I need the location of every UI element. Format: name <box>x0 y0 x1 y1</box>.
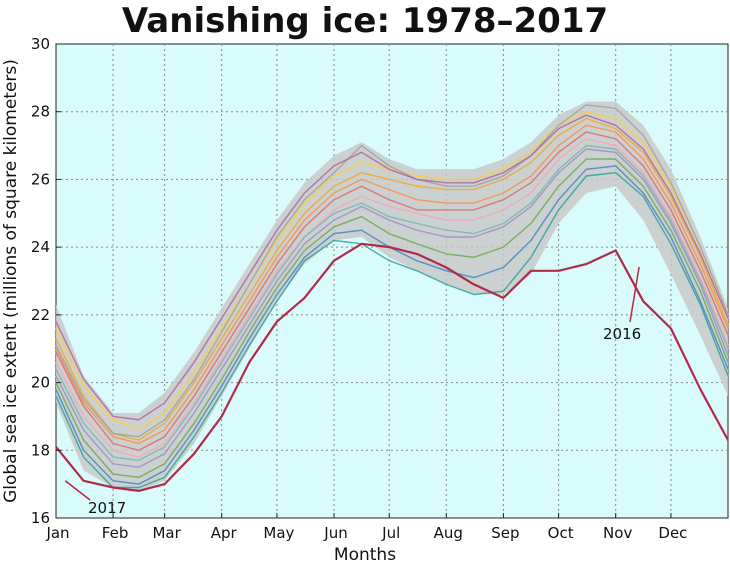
y-tick-label: 24 <box>31 238 50 256</box>
series-line <box>55 138 729 458</box>
series-lines <box>55 104 729 492</box>
series-line <box>55 158 729 479</box>
series-line <box>55 131 729 451</box>
chart-title: Vanishing ice: 1978–2017 <box>122 1 608 41</box>
y-axis-label: Global sea ice extent (millions of squar… <box>1 59 21 503</box>
series-line <box>55 104 729 438</box>
x-tick-label: Jul <box>381 524 400 542</box>
x-tick-label: Sep <box>491 524 519 542</box>
x-tick-label: Jun <box>323 524 347 542</box>
series-line <box>55 144 729 462</box>
x-tick-label: Aug <box>434 524 463 542</box>
y-tick-label: 26 <box>31 170 50 188</box>
y-tick-label: 18 <box>31 441 50 459</box>
annotation-leader-2017 <box>64 480 91 501</box>
series-line <box>55 171 729 489</box>
x-tick-label: Dec <box>658 524 687 542</box>
x-tick-label: Oct <box>548 524 574 542</box>
annotations: 2017 2016 <box>64 266 641 517</box>
y-tick-label: 28 <box>31 103 50 121</box>
y-tick-label: 16 <box>31 509 50 527</box>
series-line <box>55 242 729 492</box>
series-line <box>55 114 729 421</box>
x-tick-label: Mar <box>152 524 181 542</box>
annotation-2016: 2016 <box>603 325 641 343</box>
x-tick-label: Apr <box>211 524 238 542</box>
y-axis-ticks: 16 18 20 22 24 26 28 30 <box>31 35 61 527</box>
y-tick-label: 30 <box>31 35 50 53</box>
x-tick-label: Feb <box>102 524 129 542</box>
series-line <box>55 124 729 445</box>
series-line <box>55 117 729 441</box>
x-tick-label: Nov <box>603 524 632 542</box>
annotation-leader-2016 <box>629 266 640 323</box>
x-axis-label: Months <box>334 545 396 565</box>
x-axis-ticks: Jan Feb Mar Apr May Jun Jul Aug Sep Oct Nov Dec <box>45 513 687 542</box>
x-tick-label: Jan <box>45 524 69 542</box>
y-tick-label: 20 <box>31 374 50 392</box>
series-line <box>55 148 729 468</box>
y-tick-label: 22 <box>31 306 50 324</box>
x-tick-label: May <box>263 524 294 542</box>
annotation-2017: 2017 <box>88 499 126 517</box>
